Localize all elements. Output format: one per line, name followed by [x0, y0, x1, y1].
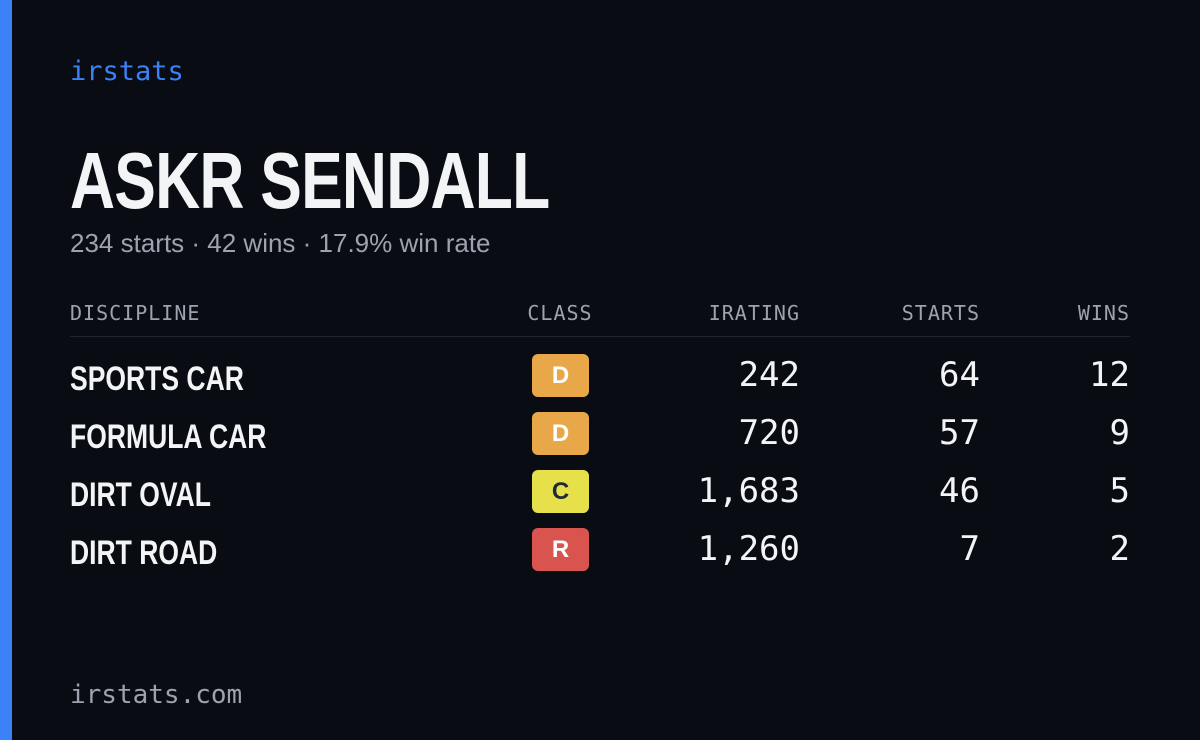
- class-badge: R: [532, 528, 589, 571]
- header-rule: [70, 336, 1130, 337]
- header-class: CLASS: [527, 301, 593, 325]
- starts: 64: [939, 355, 980, 395]
- discipline: DIRT OVAL: [70, 476, 211, 514]
- wins: 12: [1089, 355, 1130, 395]
- wins: 9: [1109, 413, 1130, 453]
- class-badge: D: [532, 354, 589, 397]
- irating: 720: [738, 413, 800, 453]
- class-badge: C: [532, 470, 589, 513]
- brand: irstats: [70, 56, 184, 87]
- driver-name: ASKR SENDALL: [70, 136, 550, 225]
- footer: irstats.com: [70, 680, 243, 710]
- irating: 1,260: [697, 529, 800, 569]
- starts: 7: [959, 529, 980, 569]
- header-discipline: DISCIPLINE: [70, 301, 201, 325]
- discipline: FORMULA CAR: [70, 418, 267, 456]
- header-starts: STARTS: [901, 301, 980, 325]
- header-wins: WINS: [1077, 301, 1130, 325]
- discipline: DIRT ROAD: [70, 534, 218, 572]
- driver-summary: 234 starts · 42 wins · 17.9% win rate: [70, 228, 491, 258]
- header-irating: IRATING: [708, 301, 800, 325]
- wins: 2: [1109, 529, 1130, 569]
- irating: 242: [738, 355, 800, 395]
- wins: 5: [1109, 471, 1130, 511]
- irating: 1,683: [697, 471, 800, 511]
- starts: 46: [939, 471, 980, 511]
- discipline: SPORTS CAR: [70, 360, 244, 398]
- accent-bar: [0, 0, 12, 740]
- class-badge: D: [532, 412, 589, 455]
- starts: 57: [939, 413, 980, 453]
